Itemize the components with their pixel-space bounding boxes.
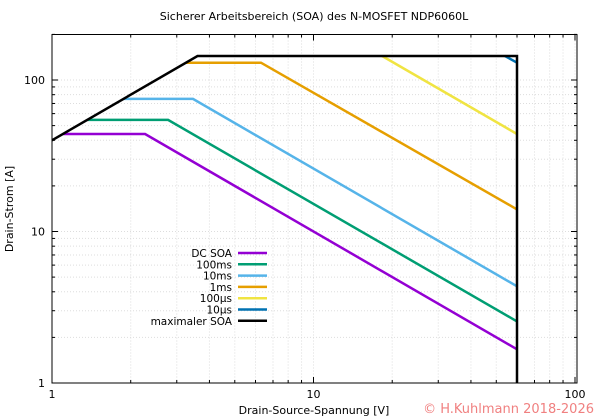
series-lines bbox=[51, 54, 519, 383]
series-line-maximaler-soa bbox=[51, 54, 519, 383]
watermark: © H.Kuhlmann 2018-2026 bbox=[423, 402, 594, 417]
legend-label: maximaler SOA bbox=[151, 316, 233, 328]
grid bbox=[52, 34, 577, 383]
axis-ticks bbox=[51, 33, 577, 384]
y-axis-label: Drain-Strom [A] bbox=[3, 166, 16, 252]
series-line-1ms bbox=[185, 61, 518, 211]
y-tick-labels: 1 10 100 bbox=[24, 74, 45, 390]
x-tick-label: 1 bbox=[49, 388, 56, 401]
series-line-100ms bbox=[86, 118, 518, 323]
legend-label: 100µs bbox=[200, 293, 232, 305]
series-line-dc-soa bbox=[62, 132, 518, 351]
legend-label: DC SOA bbox=[191, 248, 232, 260]
y-tick-label: 1 bbox=[38, 377, 45, 390]
x-axis-label: Drain-Source-Spannung [V] bbox=[239, 404, 390, 417]
legend-label: 100ms bbox=[196, 259, 232, 271]
legend-label: 1ms bbox=[210, 282, 232, 294]
chart-title: Sicherer Arbeitsbereich (SOA) des N-MOSF… bbox=[160, 10, 469, 23]
y-tick-label: 10 bbox=[31, 226, 45, 239]
plot-frame bbox=[51, 34, 578, 384]
x-tick-label: 10 bbox=[307, 388, 321, 401]
legend-label: 10ms bbox=[203, 271, 232, 283]
series-line-100µs bbox=[381, 54, 518, 136]
series-line-10ms bbox=[123, 97, 518, 288]
x-tick-label: 100 bbox=[565, 388, 586, 401]
legend-label: 10µs bbox=[206, 305, 232, 317]
x-tick-labels: 1 10 100 bbox=[49, 388, 586, 401]
y-tick-label: 100 bbox=[24, 74, 45, 87]
